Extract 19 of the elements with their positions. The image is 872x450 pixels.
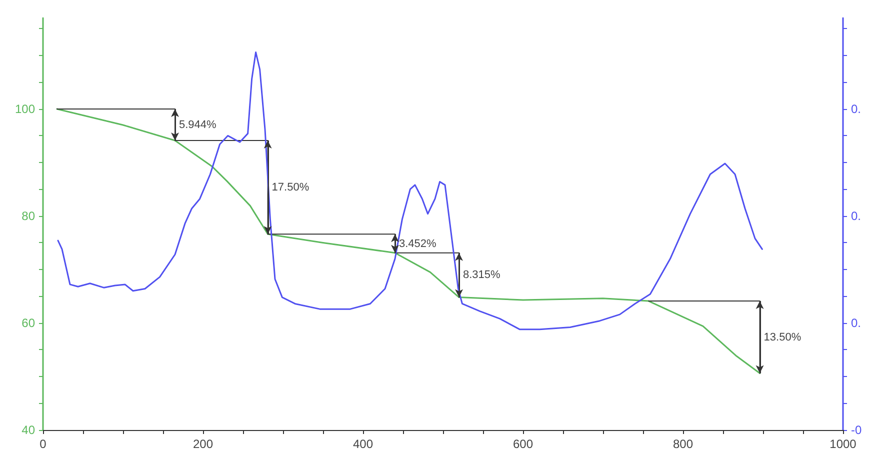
x-tick-label: 800	[672, 437, 694, 450]
y2-tick-label: -0	[851, 423, 862, 437]
y-tick-label: 100	[14, 102, 36, 116]
y-tick-label: 40	[22, 423, 36, 437]
annotation: 8.315%	[463, 268, 501, 281]
x-tick-label: 1000	[830, 437, 857, 450]
y2-tick-label: 0.	[851, 208, 862, 223]
y2-tick-label: 0.	[851, 102, 862, 116]
y2-tick-label: 0.	[851, 316, 862, 330]
x-tick-label: 0	[40, 437, 47, 450]
annotation: 13.50%	[764, 331, 802, 344]
annotation: 3.452%	[399, 238, 437, 250]
x-tick-label: 400	[352, 437, 374, 450]
x-tick-label: 200	[192, 437, 214, 450]
y-tick-label: 80	[22, 208, 36, 223]
y-tick-label: 60	[22, 316, 36, 330]
x-tick-label: 600	[512, 437, 534, 450]
annotation: 17.50%	[272, 182, 310, 194]
annotation: 5.944%	[179, 119, 217, 132]
